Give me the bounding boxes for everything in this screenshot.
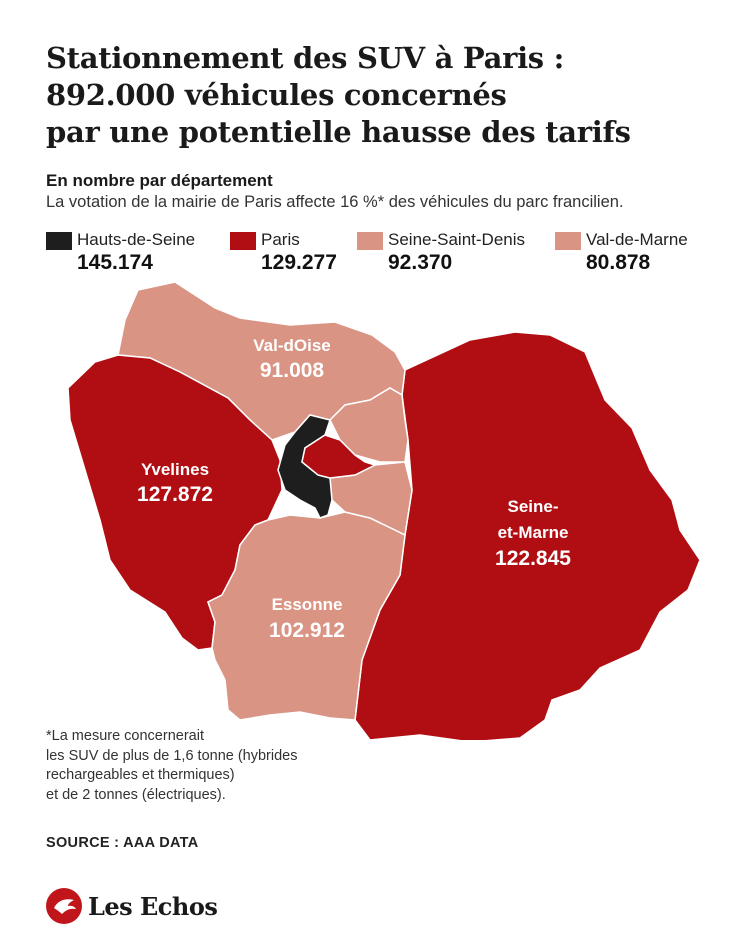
- subtitle-heading: En nombre par département: [46, 171, 273, 190]
- legend-swatch-red: [230, 232, 256, 250]
- headline-line-3: par une potentielle hausse des tarifs: [46, 115, 631, 149]
- headline-line-1: Stationnement des SUV à Paris :: [46, 41, 565, 75]
- essonne-name: Essonne: [272, 595, 343, 614]
- legend-label: Val-de-Marne: [586, 230, 688, 249]
- les-echos-logo: Les Echos: [46, 888, 246, 928]
- seine-et-marne-value: 122.845: [495, 547, 571, 570]
- headline: Stationnement des SUV à Paris : 892.000 …: [46, 40, 726, 151]
- yvelines-name: Yvelines: [141, 460, 209, 479]
- val-doise-name: Val-dOise: [253, 336, 330, 355]
- ile-de-france-map: Val-dOise 91.008 Yvelines 127.872 Seine-…: [67, 281, 701, 740]
- legend-label: Paris: [261, 230, 300, 249]
- legend-swatch-salmon: [555, 232, 581, 250]
- footnote-line: les SUV de plus de 1,6 tonne (hybrides: [46, 747, 298, 764]
- legend-value: 145.174: [77, 251, 153, 274]
- legend: Hauts-de-Seine 145.174 Paris 129.277 Sei…: [0, 230, 750, 280]
- region-paris: [301, 434, 378, 479]
- logo-wordmark: Les Echos: [88, 892, 218, 921]
- subtitle-text: La votation de la mairie de Paris affect…: [46, 193, 624, 211]
- bird-logo-icon: [46, 888, 82, 924]
- legend-swatch-salmon: [357, 232, 383, 250]
- headline-line-2: 892.000 véhicules concernés: [46, 78, 507, 112]
- seine-et-marne-name-line1: Seine-: [507, 497, 558, 516]
- legend-value: 92.370: [388, 251, 453, 274]
- footnote-line: et de 2 tonnes (électriques).: [46, 786, 226, 803]
- footnote: *La mesure concernerait les SUV de plus …: [46, 727, 346, 805]
- essonne-value: 102.912: [269, 619, 345, 642]
- legend-value: 80.878: [586, 251, 651, 274]
- legend-label: Seine-Saint-Denis: [388, 230, 526, 249]
- source-credit: SOURCE : AAA DATA: [46, 835, 199, 851]
- yvelines-value: 127.872: [137, 483, 213, 506]
- legend-label: Hauts-de-Seine: [77, 230, 196, 249]
- seine-et-marne-name-line2: et-Marne: [498, 523, 569, 542]
- val-doise-value: 91.008: [260, 359, 325, 382]
- footnote-line: rechargeables et thermiques): [46, 767, 235, 783]
- legend-swatch-dark: [46, 232, 72, 250]
- legend-value: 129.277: [261, 251, 337, 274]
- footnote-line: *La mesure concernerait: [46, 728, 204, 744]
